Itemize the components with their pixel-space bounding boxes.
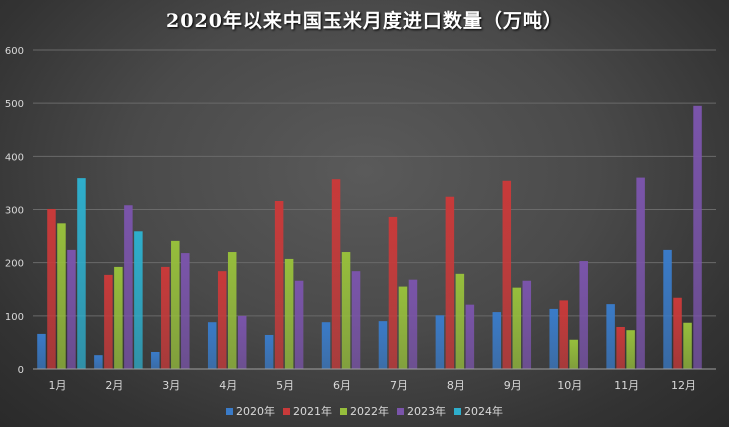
bar (161, 266, 170, 369)
x-tick-label: 8月 (447, 379, 465, 392)
bar (77, 178, 86, 369)
bar (331, 179, 341, 369)
legend-swatch-icon (340, 407, 347, 415)
chart-title: 2020年以来中国玉米月度进口数量（万吨） (166, 10, 563, 32)
bar (512, 287, 522, 369)
legend-item: 2023年 (397, 403, 446, 419)
bar (321, 322, 331, 369)
bar (47, 208, 56, 369)
y-tick-label: 600 (5, 46, 24, 57)
bar (465, 304, 475, 369)
bar (114, 266, 123, 369)
bar (207, 322, 217, 369)
legend: 2020年 2021年 2022年 2023年 2024年 (0, 403, 729, 419)
legend-swatch-icon (454, 407, 461, 415)
bar (492, 312, 502, 369)
bar (683, 322, 692, 369)
bar (237, 315, 247, 369)
bar (663, 249, 672, 369)
bar (388, 216, 398, 369)
legend-label: 2024年 (464, 405, 503, 418)
bar (217, 271, 227, 369)
legend-label: 2021年 (293, 405, 332, 418)
y-tick-label: 300 (5, 206, 24, 217)
legend-swatch-icon (226, 407, 233, 415)
bar (502, 180, 512, 369)
y-tick-label: 0 (18, 365, 24, 376)
bar (398, 286, 408, 369)
bar (626, 330, 635, 369)
bar (616, 326, 625, 369)
y-tick-label: 200 (5, 259, 24, 270)
y-tick-label: 100 (5, 312, 24, 323)
x-tick-label: 11月 (614, 379, 639, 392)
legend-label: 2023年 (407, 405, 446, 418)
x-tick-label: 2月 (105, 379, 123, 392)
x-tick-label: 6月 (333, 379, 351, 392)
bar (522, 280, 532, 369)
x-tick-label: 1月 (48, 379, 66, 392)
x-tick-label: 9月 (504, 379, 522, 392)
legend-item: 2024年 (454, 403, 503, 419)
legend-label: 2020年 (236, 405, 275, 418)
bar (94, 355, 103, 369)
legend-label: 2022年 (350, 405, 389, 418)
bar (378, 321, 388, 369)
bar (37, 333, 46, 369)
y-tick-label: 500 (5, 99, 24, 110)
y-tick-label: 400 (5, 152, 24, 163)
x-tick-label: 4月 (219, 379, 237, 392)
x-tick-label: 7月 (390, 379, 408, 392)
legend-item: 2020年 (226, 403, 275, 419)
bar (636, 177, 645, 369)
legend-item: 2021年 (283, 403, 332, 419)
bar (151, 351, 160, 369)
bar (284, 258, 294, 369)
bar (351, 271, 361, 369)
bar (435, 315, 445, 369)
bar (57, 223, 66, 369)
bar (693, 105, 702, 369)
legend-item: 2022年 (340, 403, 389, 419)
legend-swatch-icon (283, 407, 290, 415)
bar (408, 279, 418, 369)
bar (134, 231, 143, 369)
bar (274, 200, 284, 369)
bar (606, 304, 615, 369)
bar (579, 261, 588, 369)
bar (171, 240, 180, 369)
x-tick-label: 10月 (557, 379, 582, 392)
bar (264, 334, 274, 369)
bar (673, 297, 682, 369)
bar (181, 253, 190, 369)
bar (341, 252, 351, 369)
bar (67, 249, 76, 369)
bar (227, 252, 237, 369)
bar (559, 300, 568, 369)
bar (569, 339, 578, 369)
bar (445, 196, 455, 369)
x-tick-label: 5月 (276, 379, 294, 392)
bar (549, 308, 558, 369)
bar (294, 280, 304, 369)
bar (455, 273, 465, 369)
legend-swatch-icon (397, 407, 404, 415)
bar (104, 274, 113, 369)
bar (124, 205, 133, 369)
x-tick-label: 3月 (162, 379, 180, 392)
x-tick-label: 12月 (671, 379, 696, 392)
